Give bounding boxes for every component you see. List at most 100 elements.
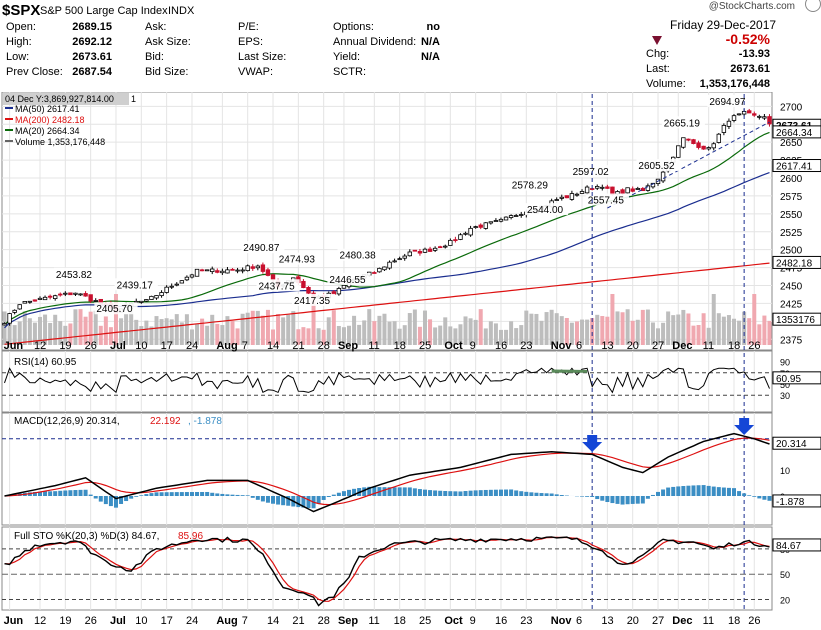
- macd-histogram-bar: [595, 496, 600, 500]
- macd-histogram-bar: [686, 485, 691, 496]
- candle-body: [554, 199, 559, 201]
- volume-bar: [645, 309, 650, 345]
- x-axis-label-bottom: 9: [470, 615, 476, 627]
- candle-body: [767, 116, 772, 125]
- macd-histogram-bar: [600, 496, 605, 501]
- price-annotation: 2557.45: [588, 195, 625, 206]
- candle-body: [752, 113, 757, 116]
- candle-body: [681, 137, 686, 148]
- volume-bar: [83, 316, 88, 345]
- macd-histogram-bar: [732, 488, 737, 496]
- macd-histogram-bar: [88, 494, 93, 496]
- macd-histogram-bar: [103, 496, 108, 505]
- macd-histogram-bar: [422, 489, 427, 496]
- volume-bar: [656, 328, 661, 345]
- volume-bar: [600, 316, 605, 345]
- panel-frame-1: [1, 350, 773, 413]
- volume-bar: [473, 319, 478, 345]
- volume-bar: [716, 313, 721, 345]
- x-axis-label-bottom: 21: [292, 615, 304, 627]
- volume-bar: [402, 325, 407, 345]
- x-axis-label-top: 24: [186, 340, 198, 352]
- exchange: INDX: [168, 5, 195, 17]
- candle-body: [574, 193, 580, 196]
- price-annotation: 2544.00: [527, 205, 564, 216]
- macd-histogram-bar: [488, 489, 493, 496]
- ma200-line: [4, 262, 770, 345]
- volume-bar: [747, 318, 752, 345]
- macd-histogram-bar: [402, 487, 407, 496]
- x-axis-label-bottom: 28: [318, 615, 330, 627]
- macd-histogram-bar: [306, 496, 311, 508]
- candle-body: [625, 187, 630, 194]
- x-axis-label-bottom: 26: [748, 615, 760, 627]
- macd-histogram-bar: [124, 496, 129, 502]
- macd-histogram-bar: [316, 496, 321, 504]
- candle-body: [519, 214, 524, 216]
- macd-histogram-bar: [585, 496, 590, 497]
- volume-bar: [468, 318, 473, 345]
- candle-body: [432, 247, 438, 251]
- macd-histogram-bar: [63, 490, 68, 496]
- volume-bar: [159, 319, 164, 345]
- volume-label: Volume:: [646, 78, 686, 90]
- volume-bar: [610, 294, 615, 345]
- value-badge-text: 2664.34: [776, 128, 813, 139]
- macd-label: MACD(12,26,9) 20.314,: [14, 416, 120, 427]
- volume-bar: [174, 314, 179, 345]
- candle-body: [68, 292, 73, 296]
- volume-bar: [737, 320, 742, 345]
- candle-body: [513, 215, 519, 217]
- candle-body: [301, 280, 306, 289]
- volume-bar: [48, 322, 53, 345]
- macd-histogram-bar: [635, 496, 640, 504]
- volume-bar: [22, 311, 27, 345]
- sto-badge-text: 84.67: [776, 541, 801, 552]
- macd-histogram-bar: [149, 493, 154, 496]
- macd-histogram-bar: [498, 489, 503, 496]
- candle-body: [397, 258, 402, 261]
- price-legend-item: MA(20) 2664.34: [15, 126, 80, 136]
- x-axis-label-top: 23: [520, 340, 532, 352]
- macd-signal-label: 22.192: [150, 416, 181, 427]
- volume-bar: [752, 294, 757, 345]
- candle-body: [392, 260, 397, 263]
- dividend-value: N/A: [421, 36, 440, 48]
- volume-bar: [200, 318, 205, 345]
- candle-body: [194, 268, 200, 277]
- macd-histogram-bar: [757, 496, 762, 499]
- last-size-label: Last Size:: [238, 51, 287, 63]
- candle-body: [468, 227, 473, 236]
- price-annotation: 2665.19: [664, 118, 701, 129]
- macd-histogram-bar: [721, 487, 726, 496]
- macd-histogram-bar: [169, 492, 174, 496]
- candle-body: [2, 323, 7, 326]
- sto-tick-label: 50: [780, 570, 790, 580]
- magnify-icon[interactable]: [805, 0, 821, 12]
- x-axis-label-top: Jun: [4, 340, 24, 352]
- x-axis-label-top: 6: [576, 340, 582, 352]
- price-annotation: 2446.55: [329, 275, 366, 286]
- open-value: 2689.15: [72, 21, 112, 33]
- volume-bar: [387, 321, 392, 345]
- candle-body: [134, 300, 139, 303]
- options-value: no: [426, 21, 440, 33]
- macd-histogram-bar: [32, 492, 37, 496]
- volume-bar: [732, 318, 737, 345]
- sto-label: Full STO %K(20,3) %D(3) 84.67,: [14, 531, 159, 542]
- candle-body: [372, 272, 377, 274]
- yield-label: Yield:: [333, 51, 361, 63]
- volume-bar: [463, 316, 468, 345]
- candle-body: [255, 265, 261, 269]
- volume-bar: [195, 323, 200, 345]
- price-annotation: 2578.29: [512, 181, 549, 192]
- volume-bar: [509, 321, 514, 345]
- macd-histogram-bar: [184, 492, 189, 496]
- macd-histogram-bar: [605, 496, 610, 503]
- volume-bar: [666, 311, 671, 345]
- x-axis-label-top: 26: [748, 340, 760, 352]
- volume-bar: [650, 322, 655, 345]
- volume-bar: [407, 313, 412, 345]
- volume-bar: [706, 327, 711, 345]
